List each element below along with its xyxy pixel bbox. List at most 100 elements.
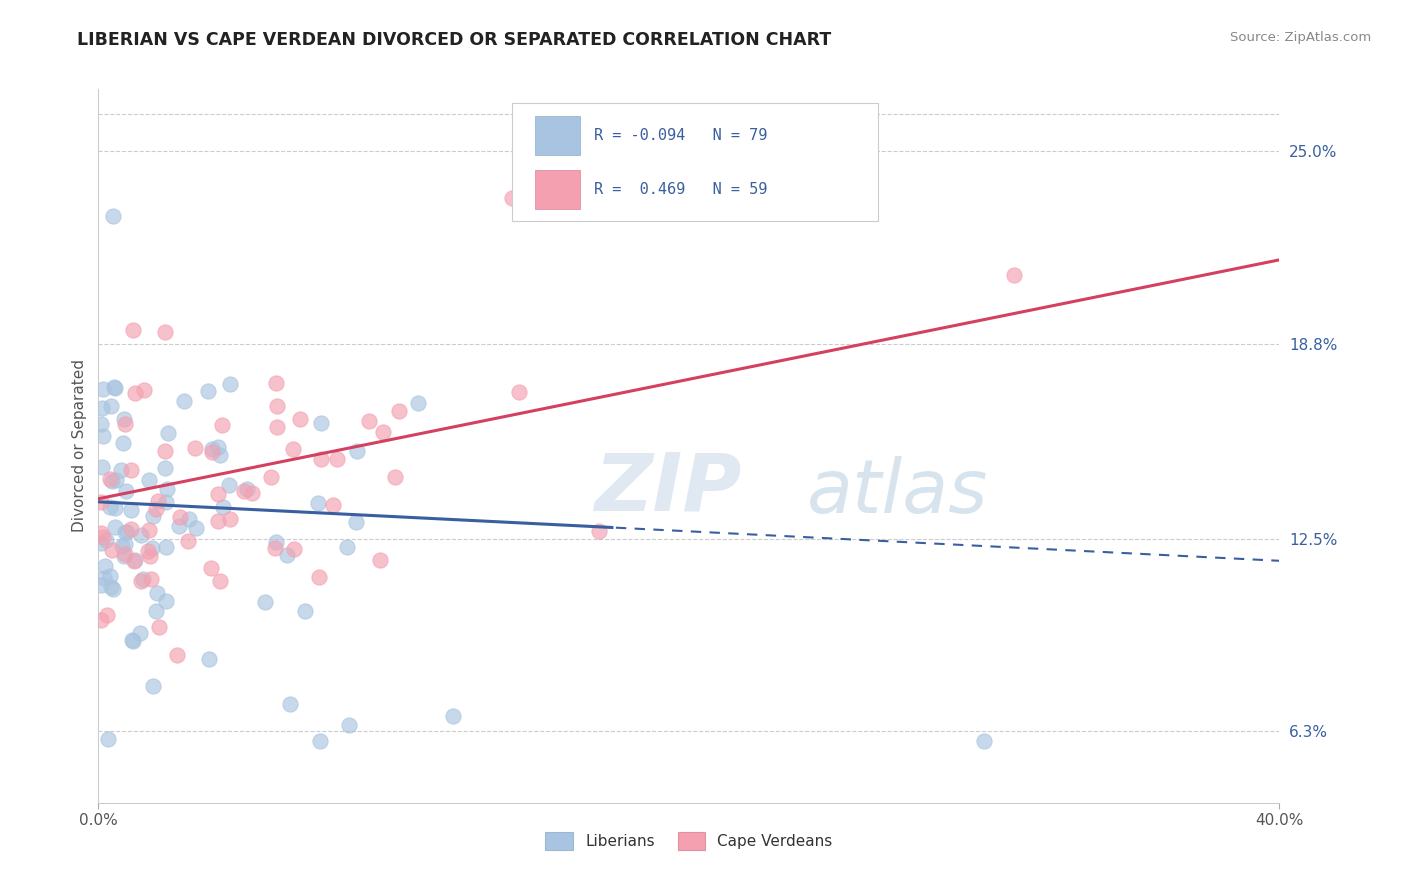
Point	[129, 574, 152, 588]
Point	[240, 485, 263, 500]
Point	[209, 448, 232, 462]
Point	[344, 515, 367, 529]
Point	[98, 472, 121, 486]
Point	[93, 571, 115, 585]
Point	[97, 732, 120, 747]
Point	[441, 709, 464, 723]
Point	[219, 512, 242, 526]
Point	[155, 594, 177, 608]
Point	[145, 502, 167, 516]
Point	[132, 572, 155, 586]
Point	[309, 733, 332, 747]
Point	[200, 560, 222, 574]
Point	[93, 382, 115, 396]
Text: R =  0.469   N = 59: R = 0.469 N = 59	[595, 182, 768, 197]
Point	[266, 399, 288, 413]
Point	[153, 460, 176, 475]
Point	[129, 626, 152, 640]
Point	[309, 451, 332, 466]
Point	[280, 697, 302, 711]
Point	[207, 486, 229, 500]
Text: R = -0.094   N = 79: R = -0.094 N = 79	[595, 128, 768, 143]
Point	[207, 514, 229, 528]
Point	[120, 463, 142, 477]
Point	[104, 520, 127, 534]
Point	[973, 733, 995, 747]
Point	[90, 535, 112, 549]
Point	[357, 414, 380, 428]
Point	[177, 534, 200, 549]
Point	[508, 385, 530, 400]
Point	[283, 442, 305, 456]
FancyBboxPatch shape	[536, 169, 581, 209]
Point	[94, 558, 117, 573]
Point	[141, 541, 163, 555]
Point	[103, 582, 125, 596]
Point	[207, 440, 229, 454]
Text: atlas: atlas	[807, 457, 988, 528]
Point	[588, 524, 610, 538]
Point	[134, 383, 156, 397]
Point	[209, 574, 232, 589]
Point	[322, 498, 344, 512]
Point	[201, 445, 224, 459]
Point	[166, 648, 188, 663]
Point	[138, 549, 160, 564]
Text: Source: ZipAtlas.com: Source: ZipAtlas.com	[1230, 31, 1371, 45]
Point	[117, 524, 139, 539]
Point	[211, 417, 233, 432]
Point	[184, 521, 207, 535]
Point	[100, 580, 122, 594]
Point	[129, 528, 152, 542]
Point	[288, 412, 311, 426]
Point	[103, 380, 125, 394]
Point	[236, 483, 259, 497]
Point	[283, 541, 305, 556]
Point	[336, 540, 359, 554]
Point	[90, 401, 112, 415]
Point	[408, 396, 430, 410]
Point	[122, 323, 145, 337]
Point	[384, 469, 406, 483]
Point	[264, 534, 287, 549]
Y-axis label: Divorced or Separated: Divorced or Separated	[72, 359, 87, 533]
Point	[120, 522, 142, 536]
Point	[201, 442, 224, 456]
Point	[264, 541, 287, 556]
Point	[155, 540, 177, 554]
Point	[114, 547, 136, 561]
Point	[105, 473, 128, 487]
Point	[98, 500, 121, 514]
Point	[339, 718, 361, 732]
Point	[309, 416, 332, 430]
Point	[90, 459, 112, 474]
Point	[179, 512, 201, 526]
Point	[259, 469, 281, 483]
Point	[173, 394, 195, 409]
Point	[142, 679, 165, 693]
Point	[96, 608, 118, 623]
Point	[153, 444, 176, 458]
Point	[103, 501, 125, 516]
Point	[115, 483, 138, 498]
Point	[124, 385, 146, 400]
Point	[138, 523, 160, 537]
Point	[153, 326, 176, 340]
Point	[111, 539, 134, 553]
Point	[112, 549, 135, 563]
Point	[101, 542, 124, 557]
Point	[156, 482, 179, 496]
Point	[264, 376, 287, 391]
Text: LIBERIAN VS CAPE VERDEAN DIVORCED OR SEPARATED CORRELATION CHART: LIBERIAN VS CAPE VERDEAN DIVORCED OR SEP…	[77, 31, 831, 49]
Point	[139, 572, 162, 586]
Legend: Liberians, Cape Verdeans: Liberians, Cape Verdeans	[540, 826, 838, 855]
Point	[120, 503, 142, 517]
Point	[294, 604, 316, 618]
Point	[124, 552, 146, 566]
FancyBboxPatch shape	[512, 103, 877, 221]
Point	[368, 553, 391, 567]
Point	[197, 384, 219, 398]
Point	[501, 191, 523, 205]
Point	[184, 442, 207, 456]
Point	[276, 548, 298, 562]
